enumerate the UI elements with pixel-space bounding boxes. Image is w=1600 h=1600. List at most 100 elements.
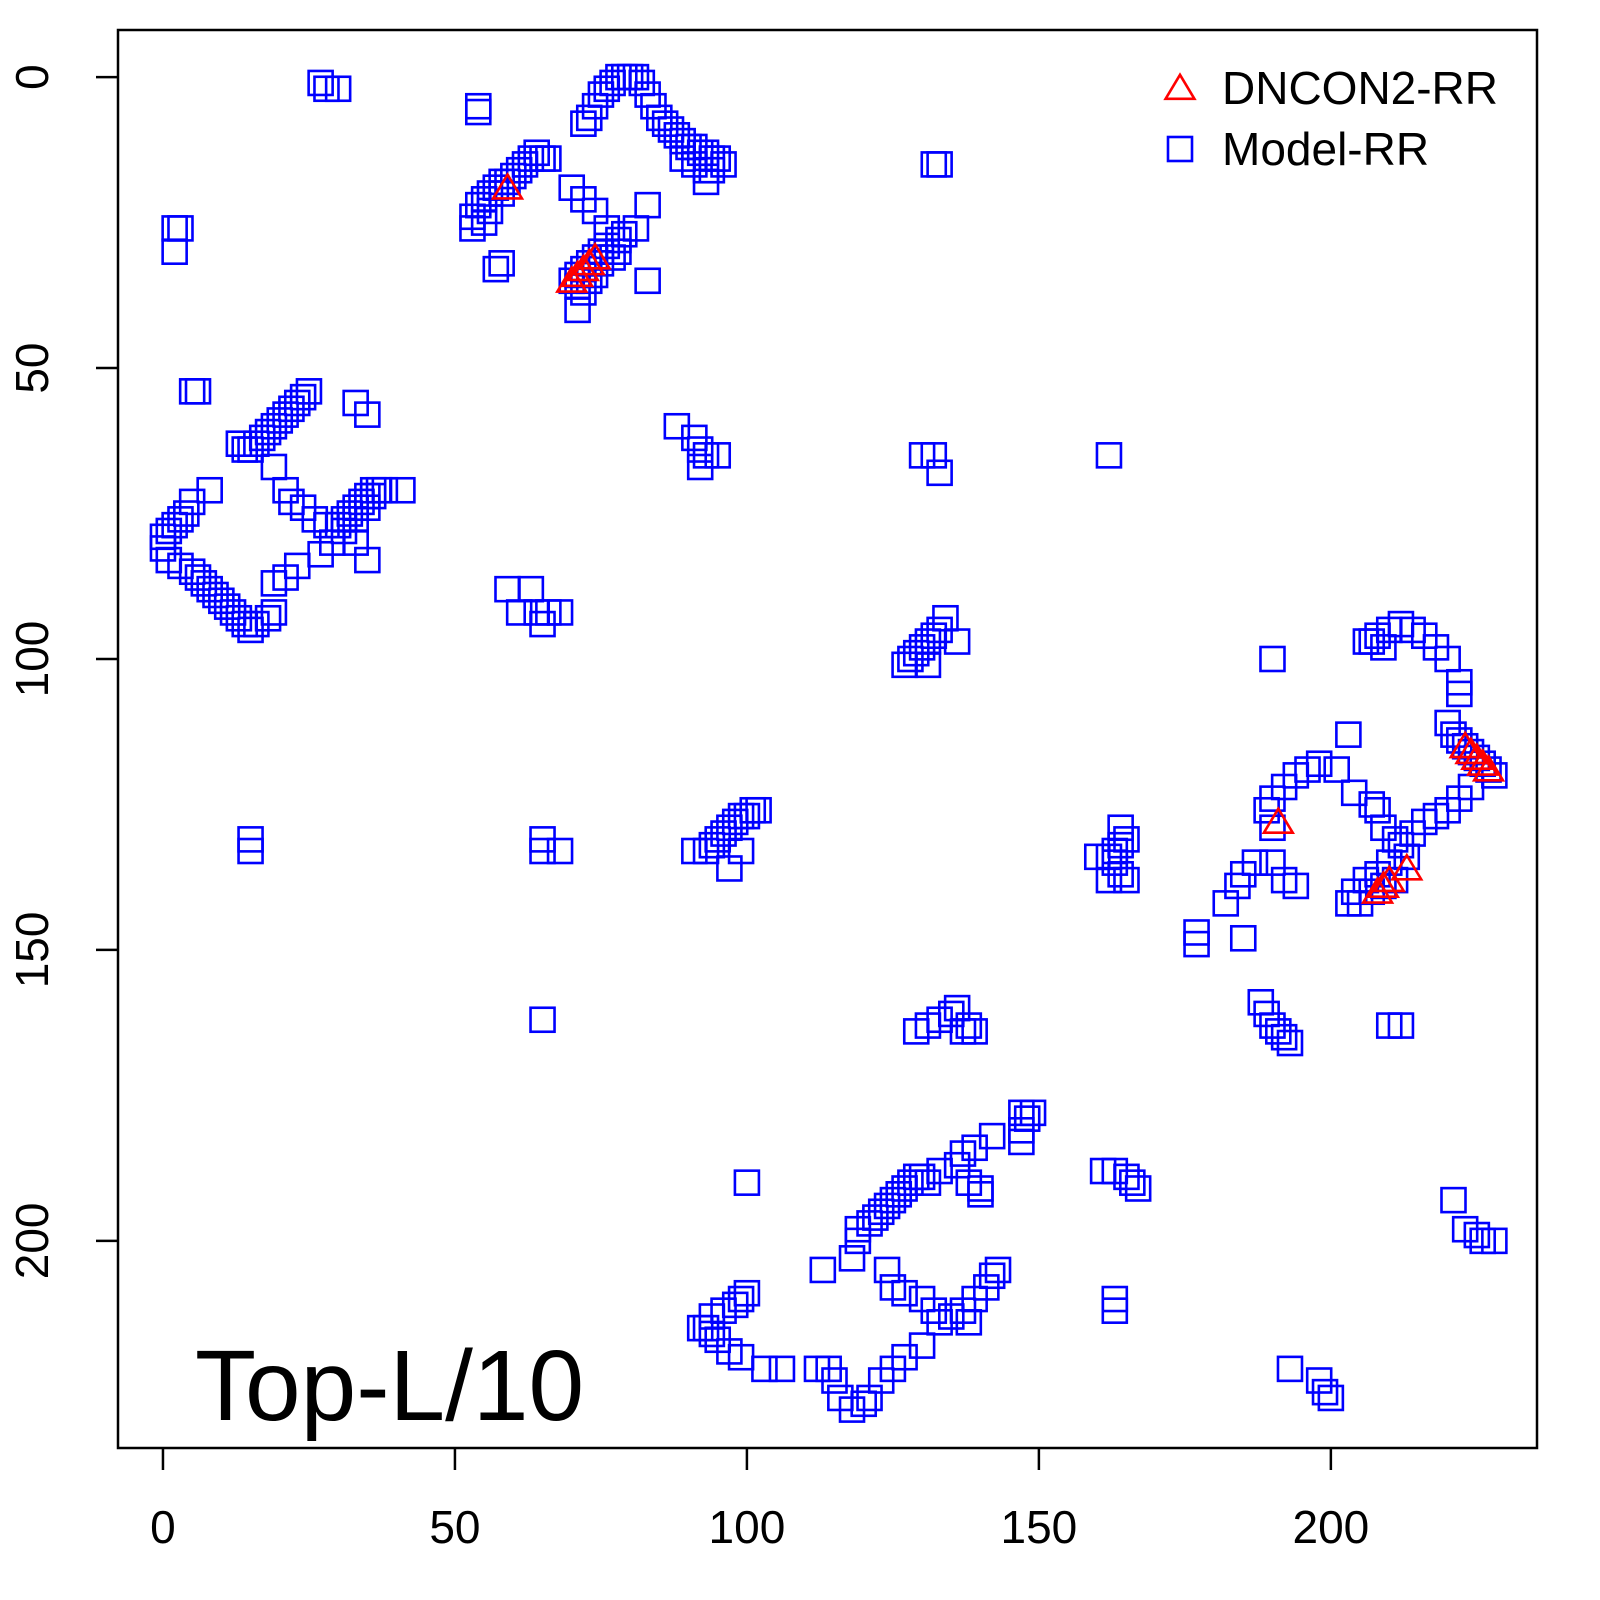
triangle-marker	[1454, 736, 1488, 765]
square-marker	[914, 651, 942, 679]
square-marker	[529, 1006, 556, 1034]
square-marker	[803, 1355, 831, 1383]
square-marker	[1463, 1221, 1491, 1249]
square-marker	[1481, 1227, 1508, 1255]
square-marker	[873, 1256, 901, 1284]
square-marker	[1446, 680, 1473, 708]
legend-label: DNCON2-RR	[1222, 62, 1498, 114]
x-tick-label: 150	[1001, 1501, 1078, 1553]
square-marker	[920, 151, 948, 178]
square-marker	[184, 378, 212, 405]
triangle-marker	[1261, 806, 1296, 835]
square-marker	[546, 837, 574, 865]
square-marker	[967, 1181, 994, 1208]
square-marker	[529, 610, 556, 638]
square-marker	[1282, 872, 1310, 900]
square-marker	[1440, 1186, 1467, 1214]
square-marker	[225, 430, 253, 458]
square-marker	[727, 837, 755, 865]
square-marker	[1095, 442, 1123, 469]
square-marker	[733, 1169, 761, 1196]
square-marker	[978, 1122, 1006, 1150]
square-marker	[1183, 930, 1210, 958]
square-marker	[686, 436, 714, 463]
square-marker	[535, 145, 562, 172]
y-tick-label: 150	[6, 912, 58, 989]
x-tick-label: 0	[150, 1501, 176, 1553]
square-marker	[283, 552, 311, 580]
square-marker	[1101, 1297, 1129, 1324]
square-marker	[517, 575, 545, 603]
triangle-marker	[1465, 748, 1500, 776]
square-marker	[920, 442, 948, 469]
square-marker	[389, 476, 416, 504]
square-marker	[943, 628, 971, 655]
square-marker	[692, 168, 720, 196]
square-marker	[955, 1012, 983, 1039]
square-marker	[733, 1279, 761, 1307]
square-marker	[464, 98, 492, 126]
triangle-marker	[1448, 730, 1482, 759]
square-marker	[529, 837, 556, 865]
square-marker	[564, 296, 591, 324]
square-marker	[354, 401, 381, 428]
annotation: Top-L/10	[195, 1330, 584, 1442]
square-marker	[908, 1163, 936, 1191]
square-marker	[686, 453, 714, 481]
square-marker	[751, 1355, 778, 1383]
y-tick-label: 0	[6, 64, 58, 90]
square-marker	[622, 215, 650, 242]
square-marker	[494, 575, 521, 603]
square-marker	[1317, 1384, 1345, 1412]
square-marker	[768, 1355, 796, 1383]
y-tick-label: 50	[6, 342, 58, 393]
x-tick-label: 200	[1292, 1501, 1369, 1553]
x-tick-label: 50	[429, 1501, 480, 1553]
x-tick-label: 100	[709, 1501, 786, 1553]
square-marker	[926, 459, 953, 487]
square-marker	[1259, 814, 1286, 842]
square-marker	[1387, 1012, 1415, 1039]
square-marker	[634, 267, 661, 295]
square-marker	[1270, 1023, 1298, 1051]
square-marker	[155, 517, 183, 545]
triangle-marker	[572, 247, 606, 276]
square-marker	[1323, 756, 1351, 783]
square-marker	[844, 1227, 872, 1255]
square-marker	[505, 599, 533, 626]
square-marker	[634, 191, 661, 219]
square-marker	[1229, 924, 1257, 952]
square-marker	[161, 215, 188, 242]
triangle-marker	[1163, 72, 1197, 101]
square-marker	[260, 453, 288, 481]
legend-label: Model-RR	[1222, 123, 1429, 175]
marks	[149, 63, 1508, 1423]
square-marker	[1113, 866, 1140, 894]
square-marker	[237, 837, 264, 865]
square-marker	[1340, 779, 1368, 807]
square-marker	[307, 69, 334, 97]
square-marker	[1008, 1128, 1035, 1156]
square-marker	[254, 604, 282, 632]
triangle-marker	[1471, 753, 1506, 782]
y-tick-label: 100	[6, 621, 58, 698]
square-marker	[1212, 890, 1240, 917]
square-marker	[978, 1262, 1006, 1290]
square-marker	[1107, 814, 1134, 842]
square-marker	[476, 197, 504, 225]
square-marker	[1276, 1029, 1304, 1057]
square-marker	[955, 1309, 983, 1336]
square-marker	[827, 1384, 854, 1412]
square-marker	[838, 1245, 866, 1272]
square-marker	[1083, 843, 1111, 871]
triangle-marker	[1390, 852, 1424, 881]
y-tick-label: 200	[6, 1202, 58, 1279]
square-marker	[926, 1157, 953, 1185]
square-marker	[809, 1256, 837, 1284]
square-marker	[161, 238, 188, 265]
square-marker	[231, 436, 259, 463]
triangle-marker	[1366, 870, 1401, 899]
square-marker	[459, 215, 486, 242]
